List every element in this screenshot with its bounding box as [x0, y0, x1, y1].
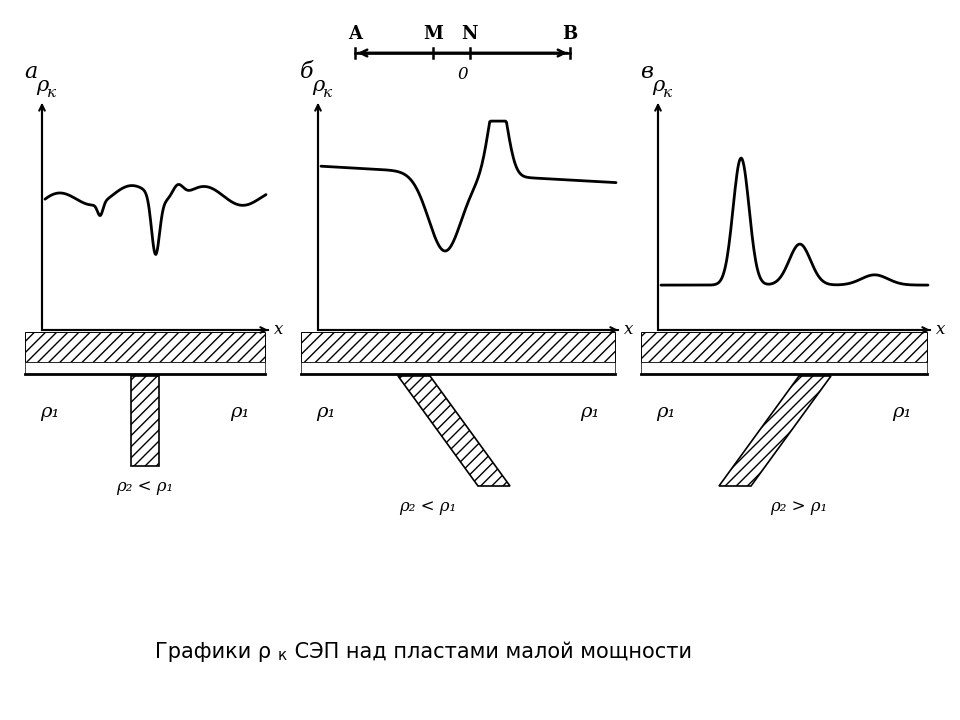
- Bar: [131, 376, 159, 466]
- Text: x: x: [936, 322, 946, 338]
- Text: ρ₁: ρ₁: [316, 403, 336, 421]
- Text: ρ₂ < ρ₁: ρ₂ < ρ₁: [399, 498, 457, 515]
- Text: СЭП над пластами малой мощности: СЭП над пластами малой мощности: [288, 642, 692, 662]
- Text: ρ₂ > ρ₁: ρ₂ > ρ₁: [771, 498, 828, 515]
- Text: ρ₁: ρ₁: [580, 403, 600, 421]
- Text: ρ₁: ρ₁: [230, 403, 250, 421]
- Text: ρ₁: ρ₁: [40, 403, 60, 421]
- Text: x: x: [274, 322, 283, 338]
- Text: к: к: [278, 649, 287, 664]
- Bar: [301, 362, 615, 374]
- Text: ρ: ρ: [36, 76, 48, 95]
- Text: ρ₁: ρ₁: [892, 403, 912, 421]
- Text: Графики ρ: Графики ρ: [155, 642, 271, 662]
- Text: 0: 0: [458, 66, 468, 83]
- Bar: [25, 362, 265, 374]
- Text: ρ₂ < ρ₁: ρ₂ < ρ₁: [116, 478, 174, 495]
- Text: ρ: ρ: [652, 76, 664, 95]
- Text: ρ₁: ρ₁: [657, 403, 676, 421]
- Polygon shape: [719, 376, 831, 486]
- Text: к: к: [47, 86, 56, 100]
- Bar: [641, 362, 927, 374]
- Text: а: а: [24, 61, 37, 83]
- Text: M: M: [423, 25, 443, 43]
- Text: в: в: [640, 61, 653, 83]
- Bar: [25, 332, 265, 362]
- Polygon shape: [398, 376, 510, 486]
- Bar: [301, 332, 615, 362]
- Text: N: N: [462, 25, 478, 43]
- Text: A: A: [348, 25, 362, 43]
- Bar: [641, 332, 927, 362]
- Text: ρ: ρ: [312, 76, 324, 95]
- Text: б: б: [300, 61, 314, 83]
- Text: B: B: [563, 25, 578, 43]
- Text: к: к: [323, 86, 332, 100]
- Text: к: к: [663, 86, 672, 100]
- Text: x: x: [624, 322, 634, 338]
